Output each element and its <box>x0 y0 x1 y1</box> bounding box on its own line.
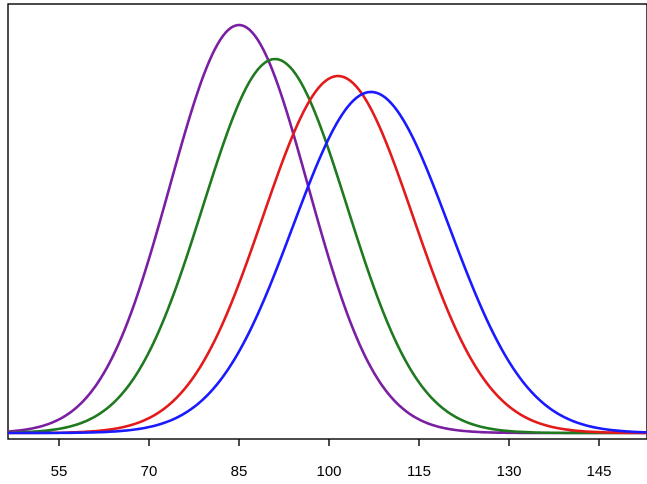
x-axis-ticks: 55 70 85 100 115 130 145 <box>51 439 612 480</box>
density-curve-4 <box>8 90 647 435</box>
x-tick-label-130: 130 <box>496 463 521 480</box>
x-tick-label-115: 115 <box>407 463 431 480</box>
x-tick-label-145: 145 <box>586 463 611 480</box>
x-tick-label-85: 85 <box>231 463 248 480</box>
plot-frame <box>7 3 647 440</box>
density-curve-3 <box>7 74 647 435</box>
x-tick-label-100: 100 <box>316 463 341 480</box>
x-tick-label-55: 55 <box>51 463 68 480</box>
curves-group <box>7 23 647 435</box>
x-tick-label-70: 70 <box>141 463 158 480</box>
density-curve-2 <box>7 57 647 435</box>
